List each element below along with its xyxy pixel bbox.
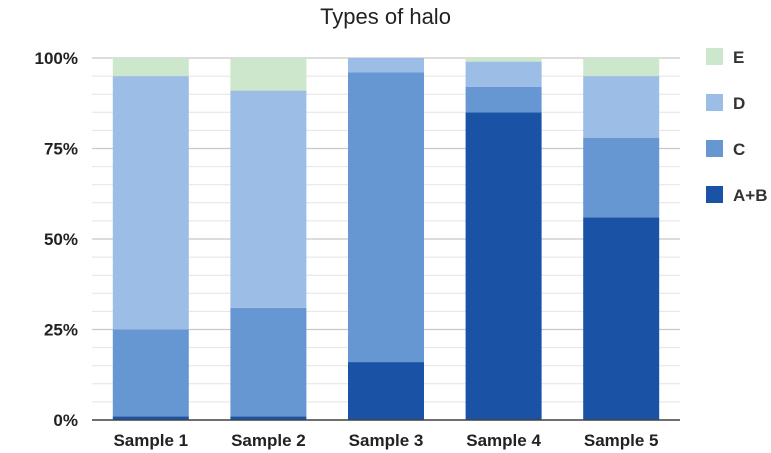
x-tick-label: Sample 1 xyxy=(113,431,188,450)
bar-segment-a-b-3 xyxy=(348,362,424,420)
legend-label: A+B xyxy=(733,186,767,205)
legend-label: D xyxy=(733,94,745,113)
bar-segment-e-2 xyxy=(230,58,307,91)
bar-segment-a-b-5 xyxy=(583,217,660,420)
legend-swatch xyxy=(706,94,723,111)
legend-label: C xyxy=(733,140,745,159)
legend-swatch xyxy=(706,186,723,203)
bar-segment-e-4 xyxy=(465,58,542,62)
x-tick-label: Sample 2 xyxy=(231,431,306,450)
legend-swatch xyxy=(706,140,723,157)
bar-segment-d-1 xyxy=(112,76,189,330)
bar-segment-c-5 xyxy=(583,137,660,218)
y-tick-label: 75% xyxy=(44,140,78,159)
bar-segment-e-5 xyxy=(583,58,660,77)
bar-segment-e-1 xyxy=(112,58,189,77)
y-tick-label: 50% xyxy=(44,230,78,249)
legend-swatch xyxy=(706,48,723,65)
y-tick-label: 0% xyxy=(53,411,78,430)
bar-segment-a-b-4 xyxy=(465,112,542,421)
bar-segment-c-3 xyxy=(348,72,424,363)
y-tick-label: 25% xyxy=(44,321,78,340)
bar-segment-a-b-1 xyxy=(112,416,189,420)
y-tick-label: 100% xyxy=(35,49,78,68)
x-tick-label: Sample 3 xyxy=(349,431,424,450)
bar-segment-c-1 xyxy=(112,329,189,417)
chart-title: Types of halo xyxy=(320,4,451,29)
bar-segment-d-5 xyxy=(583,76,660,138)
bar-segment-d-4 xyxy=(465,61,542,87)
bar-segment-a-b-2 xyxy=(230,416,307,420)
x-tick-label: Sample 5 xyxy=(584,431,659,450)
bar-segment-c-4 xyxy=(465,86,542,113)
x-tick-label: Sample 4 xyxy=(466,431,541,450)
bar-segment-d-2 xyxy=(230,90,307,308)
legend-label: E xyxy=(733,48,744,67)
bar-segment-d-3 xyxy=(348,58,424,73)
bar-segment-c-2 xyxy=(230,307,307,417)
